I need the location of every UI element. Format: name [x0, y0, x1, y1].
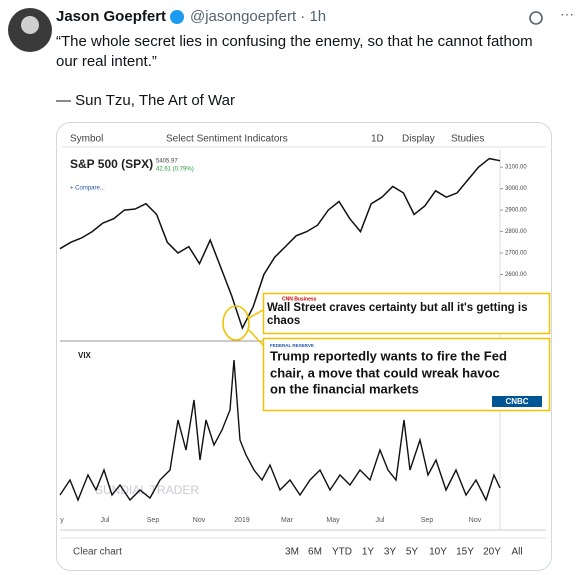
- cnbc-section: FEDERAL RESERVE: [270, 343, 314, 348]
- y-tick-label: 3100.00: [505, 165, 527, 171]
- range-button[interactable]: 3M: [285, 547, 299, 558]
- cnbc-headline-line: chair, a move that could wreak havoc: [270, 365, 500, 380]
- avatar-face: [21, 16, 39, 34]
- verified-badge: [170, 10, 184, 24]
- connector: [248, 329, 264, 346]
- last-price: 5405.97: [156, 159, 178, 165]
- toolbar-item: Display: [402, 134, 435, 145]
- chart-title: S&P 500 (SPX): [70, 157, 153, 171]
- attribution: — Sun Tzu, The Art of War: [56, 92, 235, 109]
- compare: + Compare...: [70, 186, 105, 192]
- range-button[interactable]: 20Y: [483, 547, 501, 558]
- y-tick-label: 2600.00: [505, 272, 527, 278]
- y-tick-label: 3000.00: [505, 186, 527, 192]
- toolbar-item: 1D: [371, 134, 384, 145]
- clear-chart[interactable]: Clear chart: [73, 547, 122, 558]
- x-tick-label: 2019: [234, 517, 250, 524]
- cnn-source: CNN Business: [282, 296, 317, 302]
- range-button[interactable]: 3Y: [384, 547, 397, 558]
- range-button[interactable]: 6M: [308, 547, 322, 558]
- range-button[interactable]: All: [511, 547, 522, 558]
- panel-label: VIX: [78, 351, 92, 360]
- toolbar-item: Studies: [451, 134, 484, 145]
- x-tick-label: Nov: [193, 517, 206, 524]
- grok-icon[interactable]: [529, 11, 543, 25]
- toolbar-item: Select Sentiment Indicators: [166, 134, 288, 145]
- connector: [248, 309, 264, 319]
- range-button[interactable]: 5Y: [406, 547, 419, 558]
- cnbc-headline-line: Trump reportedly wants to fire the Fed: [270, 348, 507, 363]
- range-button[interactable]: 15Y: [456, 547, 474, 558]
- cnbc-logo: [492, 396, 542, 407]
- more-button[interactable]: ···: [560, 6, 574, 22]
- highlight-circle: [222, 305, 250, 341]
- range-button[interactable]: YTD: [332, 547, 352, 558]
- y-tick-label: 2700.00: [505, 251, 527, 257]
- cnbc-logo-text: CNBC: [505, 397, 528, 406]
- tweet-line: our real intent.”: [56, 53, 157, 70]
- range-button[interactable]: 10Y: [429, 547, 447, 558]
- price-change: 42.61 (0.79%): [156, 167, 194, 173]
- x-tick-label: Sep: [147, 517, 160, 524]
- x-tick-label: Nov: [469, 517, 482, 524]
- range-button[interactable]: 1Y: [362, 547, 375, 558]
- y-tick-label: 2900.00: [505, 208, 527, 214]
- tweet-line: “The whole secret lies in confusing the …: [56, 33, 533, 50]
- x-tick-label: Mar: [281, 517, 294, 524]
- y-tick-label: 2800.00: [505, 229, 527, 235]
- handle[interactable]: @jasongoepfert · 1h: [190, 8, 326, 25]
- cnn-headline: Wall Street craves certainty but all it'…: [267, 302, 528, 327]
- cnn-headline-text: Wall Street craves certainty but all it'…: [267, 302, 528, 327]
- x-tick-label: May: [326, 517, 340, 524]
- x-tick-label: Sep: [421, 517, 434, 524]
- x-tick-label: y: [60, 517, 64, 524]
- author[interactable]: Jason Goepfert: [56, 8, 166, 25]
- cnn-headline-box: [262, 292, 551, 335]
- spx-line: [59, 157, 501, 331]
- cnbc-headline-line: on the financial markets: [270, 381, 419, 396]
- x-tick-label: Jul: [101, 517, 110, 524]
- toolbar-item: Symbol: [70, 134, 103, 145]
- vix-line: [59, 359, 501, 502]
- x-tick-label: Jul: [376, 517, 385, 524]
